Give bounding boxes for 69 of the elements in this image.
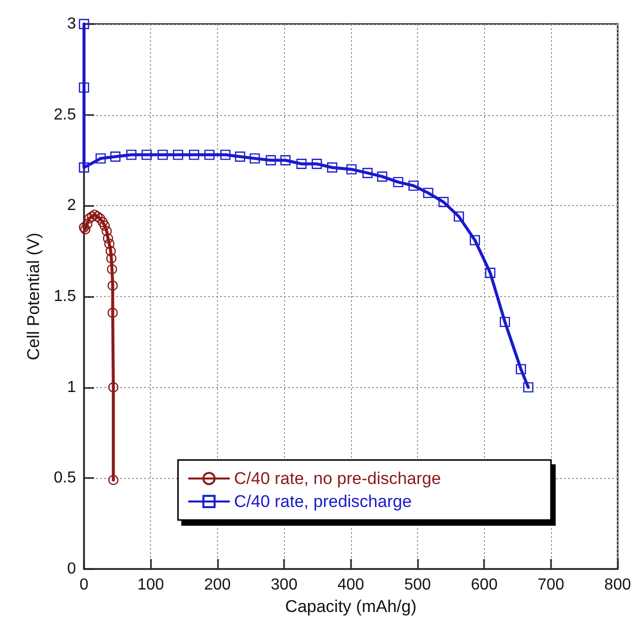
x-tick-label: 600: [470, 576, 498, 594]
y-tick-label: 1.5: [54, 288, 76, 305]
point: [377, 172, 388, 182]
point: [84, 213, 94, 224]
x-tick-label: 700: [538, 576, 564, 594]
point: [108, 280, 118, 291]
point: [280, 155, 291, 166]
point: [516, 364, 526, 374]
legend-label: C/40 rate, no pre-discharge: [234, 469, 441, 488]
point: [327, 162, 338, 173]
x-axis-title: Capacity (mAh/g): [285, 596, 416, 616]
point: [188, 150, 200, 160]
point: [172, 150, 184, 160]
point: [362, 168, 373, 178]
x-tick-label: 400: [337, 576, 364, 594]
point: [78, 82, 90, 93]
y-axis-title: Cell Potential (V): [24, 232, 43, 360]
point: [393, 176, 404, 188]
point: [104, 238, 114, 249]
point: [312, 158, 322, 169]
x-tick-label: 0: [80, 576, 89, 594]
point: [234, 152, 246, 162]
point: [250, 153, 260, 164]
point: [296, 158, 307, 169]
point: [500, 316, 510, 328]
x-tick-label: 100: [137, 576, 164, 594]
x-tick-label: 200: [204, 576, 231, 594]
point: [523, 382, 534, 392]
point: [96, 153, 106, 164]
point: [78, 18, 90, 30]
point: [102, 226, 112, 236]
point: [90, 210, 100, 220]
point: [86, 211, 98, 222]
point: [106, 253, 116, 264]
y-tick-label: 0.5: [54, 470, 76, 487]
point: [454, 211, 464, 222]
point: [106, 246, 116, 256]
point: [82, 218, 92, 229]
point: [100, 220, 110, 231]
point: [158, 150, 168, 160]
point: [408, 180, 419, 191]
point: [266, 155, 276, 166]
point: [438, 196, 449, 208]
point: [102, 233, 114, 244]
point: [485, 268, 496, 278]
point: [142, 150, 152, 160]
x-tick-label: 800: [604, 576, 632, 594]
point: [108, 382, 118, 392]
point: [346, 164, 357, 174]
point: [78, 162, 90, 173]
point: [126, 150, 136, 160]
point: [98, 216, 108, 228]
point: [106, 264, 118, 274]
legend-label: C/40 rate, predischarge: [234, 492, 412, 511]
y-tick-label: 3: [67, 16, 76, 32]
point: [108, 308, 118, 318]
x-tick-label: 500: [404, 576, 431, 594]
x-tick-label: 300: [270, 576, 298, 594]
point: [423, 188, 434, 198]
point: [204, 150, 215, 160]
y-tick-label: 2: [67, 197, 76, 214]
point: [108, 474, 118, 486]
point: [220, 150, 231, 160]
y-tick-label: 0: [67, 560, 76, 578]
point: [94, 213, 106, 224]
y-tick-label: 1: [67, 378, 76, 396]
point: [470, 235, 480, 246]
point: [110, 152, 120, 162]
y-tick-label: 2.5: [54, 106, 76, 124]
